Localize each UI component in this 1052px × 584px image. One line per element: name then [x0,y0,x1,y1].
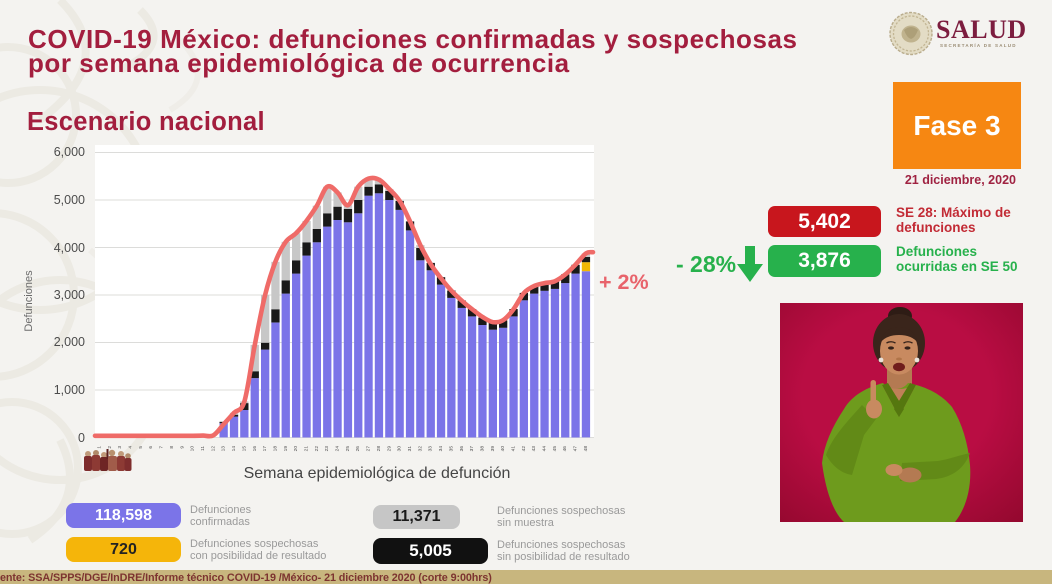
svg-text:26: 26 [355,446,361,452]
svg-text:1,000: 1,000 [54,383,85,397]
svg-text:27: 27 [366,446,372,452]
svg-text:16: 16 [252,446,258,452]
svg-text:6,000: 6,000 [54,145,85,159]
svg-text:43: 43 [531,446,537,452]
svg-text:9: 9 [179,446,185,449]
svg-text:15: 15 [241,446,247,452]
svg-text:3,000: 3,000 [54,288,85,302]
svg-text:44: 44 [542,446,548,452]
svg-text:2,000: 2,000 [54,335,85,349]
svg-text:20: 20 [293,446,299,452]
svg-text:23: 23 [324,446,330,452]
svg-text:42: 42 [521,446,527,452]
svg-text:30: 30 [397,446,403,452]
svg-text:5: 5 [138,446,144,449]
svg-text:5,000: 5,000 [54,193,85,207]
svg-text:Defunciones: Defunciones [23,270,35,332]
svg-text:21: 21 [304,446,310,452]
svg-text:41: 41 [511,446,517,452]
svg-text:35: 35 [448,446,454,452]
svg-text:14: 14 [231,446,237,452]
svg-text:45: 45 [552,446,558,452]
svg-text:22: 22 [314,446,320,452]
svg-text:34: 34 [438,446,444,452]
svg-text:Semana epidemiológica de defun: Semana epidemiológica de defunción [244,465,511,482]
svg-text:38: 38 [479,446,485,452]
svg-text:40: 40 [500,446,506,452]
svg-text:32: 32 [417,446,423,452]
svg-text:47: 47 [573,446,579,452]
svg-text:4,000: 4,000 [54,241,85,255]
svg-text:25: 25 [345,446,351,452]
svg-text:6: 6 [148,446,154,449]
svg-text:31: 31 [407,446,413,452]
svg-text:11: 11 [200,446,206,451]
svg-text:0: 0 [78,431,85,445]
svg-text:33: 33 [428,446,434,452]
svg-text:10: 10 [190,446,196,452]
svg-text:19: 19 [283,446,289,452]
svg-text:18: 18 [272,446,278,452]
svg-text:29: 29 [386,446,392,452]
svg-text:13: 13 [221,446,227,452]
svg-text:4: 4 [128,446,134,449]
svg-text:2: 2 [107,446,113,449]
svg-text:28: 28 [376,446,382,452]
svg-text:39: 39 [490,446,496,452]
svg-text:7: 7 [159,446,165,449]
svg-text:12: 12 [210,446,216,452]
svg-text:+ 2%: + 2% [599,270,649,294]
svg-text:1: 1 [97,446,103,449]
svg-text:3: 3 [117,446,123,449]
svg-text:8: 8 [169,446,175,449]
svg-text:24: 24 [335,446,341,452]
svg-text:37: 37 [469,446,475,452]
svg-text:46: 46 [562,446,568,452]
svg-text:48: 48 [583,446,589,452]
svg-text:17: 17 [262,446,268,452]
svg-text:36: 36 [459,446,465,452]
